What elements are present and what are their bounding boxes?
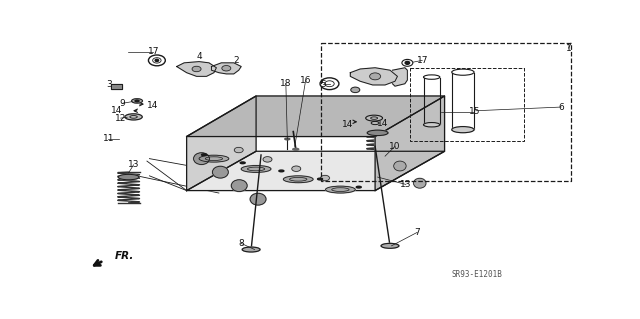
Text: 4: 4 <box>196 52 202 61</box>
Polygon shape <box>375 96 445 190</box>
Ellipse shape <box>356 186 361 188</box>
Text: 7: 7 <box>415 228 420 237</box>
Ellipse shape <box>279 170 284 172</box>
Text: 6: 6 <box>558 102 564 112</box>
Text: 14: 14 <box>111 106 122 115</box>
Ellipse shape <box>351 87 360 93</box>
Ellipse shape <box>135 100 139 102</box>
Ellipse shape <box>321 175 330 181</box>
Polygon shape <box>111 84 122 89</box>
Ellipse shape <box>365 115 383 121</box>
Text: 10: 10 <box>389 142 401 151</box>
Ellipse shape <box>317 178 323 180</box>
Ellipse shape <box>118 174 139 180</box>
Ellipse shape <box>192 66 201 72</box>
Ellipse shape <box>234 147 243 153</box>
Text: 17: 17 <box>148 47 159 56</box>
Ellipse shape <box>242 247 260 252</box>
Ellipse shape <box>202 154 207 156</box>
Polygon shape <box>187 96 445 137</box>
Text: 12: 12 <box>115 114 126 122</box>
Ellipse shape <box>231 180 247 191</box>
Polygon shape <box>187 151 445 190</box>
Ellipse shape <box>132 99 143 103</box>
Ellipse shape <box>125 114 142 120</box>
Text: 13: 13 <box>400 180 412 189</box>
Ellipse shape <box>212 166 228 178</box>
Text: 3: 3 <box>106 80 111 89</box>
Polygon shape <box>392 68 408 86</box>
Ellipse shape <box>405 61 410 64</box>
Bar <box>410 68 524 141</box>
Ellipse shape <box>193 153 209 165</box>
Text: 14: 14 <box>342 120 353 129</box>
Text: 11: 11 <box>102 135 114 144</box>
Ellipse shape <box>381 243 399 248</box>
Ellipse shape <box>413 178 426 188</box>
Ellipse shape <box>241 166 271 172</box>
Text: SR93-E1201B: SR93-E1201B <box>451 270 502 278</box>
Ellipse shape <box>370 73 381 80</box>
Text: 14: 14 <box>377 119 388 128</box>
Polygon shape <box>350 68 397 85</box>
Ellipse shape <box>250 193 266 205</box>
Text: 2: 2 <box>234 56 239 65</box>
Ellipse shape <box>367 130 388 136</box>
Ellipse shape <box>424 122 440 127</box>
Text: 14: 14 <box>147 101 159 110</box>
Ellipse shape <box>326 186 355 193</box>
Ellipse shape <box>292 148 299 150</box>
Ellipse shape <box>292 166 301 171</box>
Ellipse shape <box>263 157 272 162</box>
Text: 13: 13 <box>128 160 140 169</box>
Text: 17: 17 <box>417 56 428 65</box>
Text: 18: 18 <box>280 79 292 88</box>
Polygon shape <box>177 62 216 76</box>
Ellipse shape <box>240 162 245 164</box>
Ellipse shape <box>199 155 229 162</box>
Ellipse shape <box>394 161 406 171</box>
Text: 8: 8 <box>238 239 244 248</box>
Ellipse shape <box>155 59 159 62</box>
Ellipse shape <box>285 138 290 140</box>
Ellipse shape <box>284 176 313 183</box>
Text: 15: 15 <box>468 108 480 116</box>
Text: 9: 9 <box>119 99 125 108</box>
Ellipse shape <box>452 127 474 133</box>
Text: 16: 16 <box>300 76 312 85</box>
Ellipse shape <box>222 65 231 71</box>
Bar <box>321 43 571 181</box>
Text: 1: 1 <box>566 44 572 53</box>
Text: 5: 5 <box>320 80 326 89</box>
Polygon shape <box>211 63 241 74</box>
Text: FR.: FR. <box>115 251 134 261</box>
Polygon shape <box>187 96 256 190</box>
